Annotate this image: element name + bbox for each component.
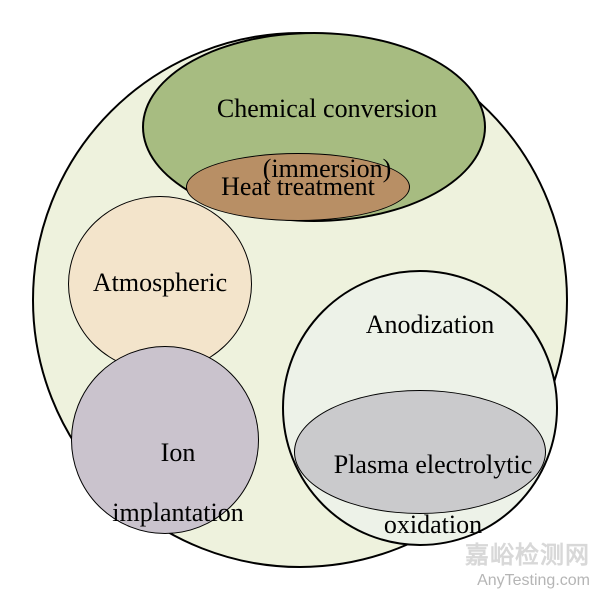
ion-implantation-label: Ion implantation xyxy=(71,408,259,557)
heat-treatment-label: Heat treatment xyxy=(186,172,410,202)
diagram-stage: Chemical conversion (immersion) Heat tre… xyxy=(0,0,600,600)
watermark-en: AnyTesting.com xyxy=(477,572,590,590)
atmospheric-label: Atmospheric xyxy=(68,268,252,298)
plasma-line1: Plasma electrolytic xyxy=(334,450,533,479)
anodization-label: Anodization xyxy=(320,310,540,340)
watermark-cn: 嘉峪检测网 xyxy=(465,535,590,570)
chem-conv-line1: Chemical conversion xyxy=(217,94,437,123)
ion-line1: Ion xyxy=(161,438,196,467)
ion-line2: implantation xyxy=(112,498,243,527)
